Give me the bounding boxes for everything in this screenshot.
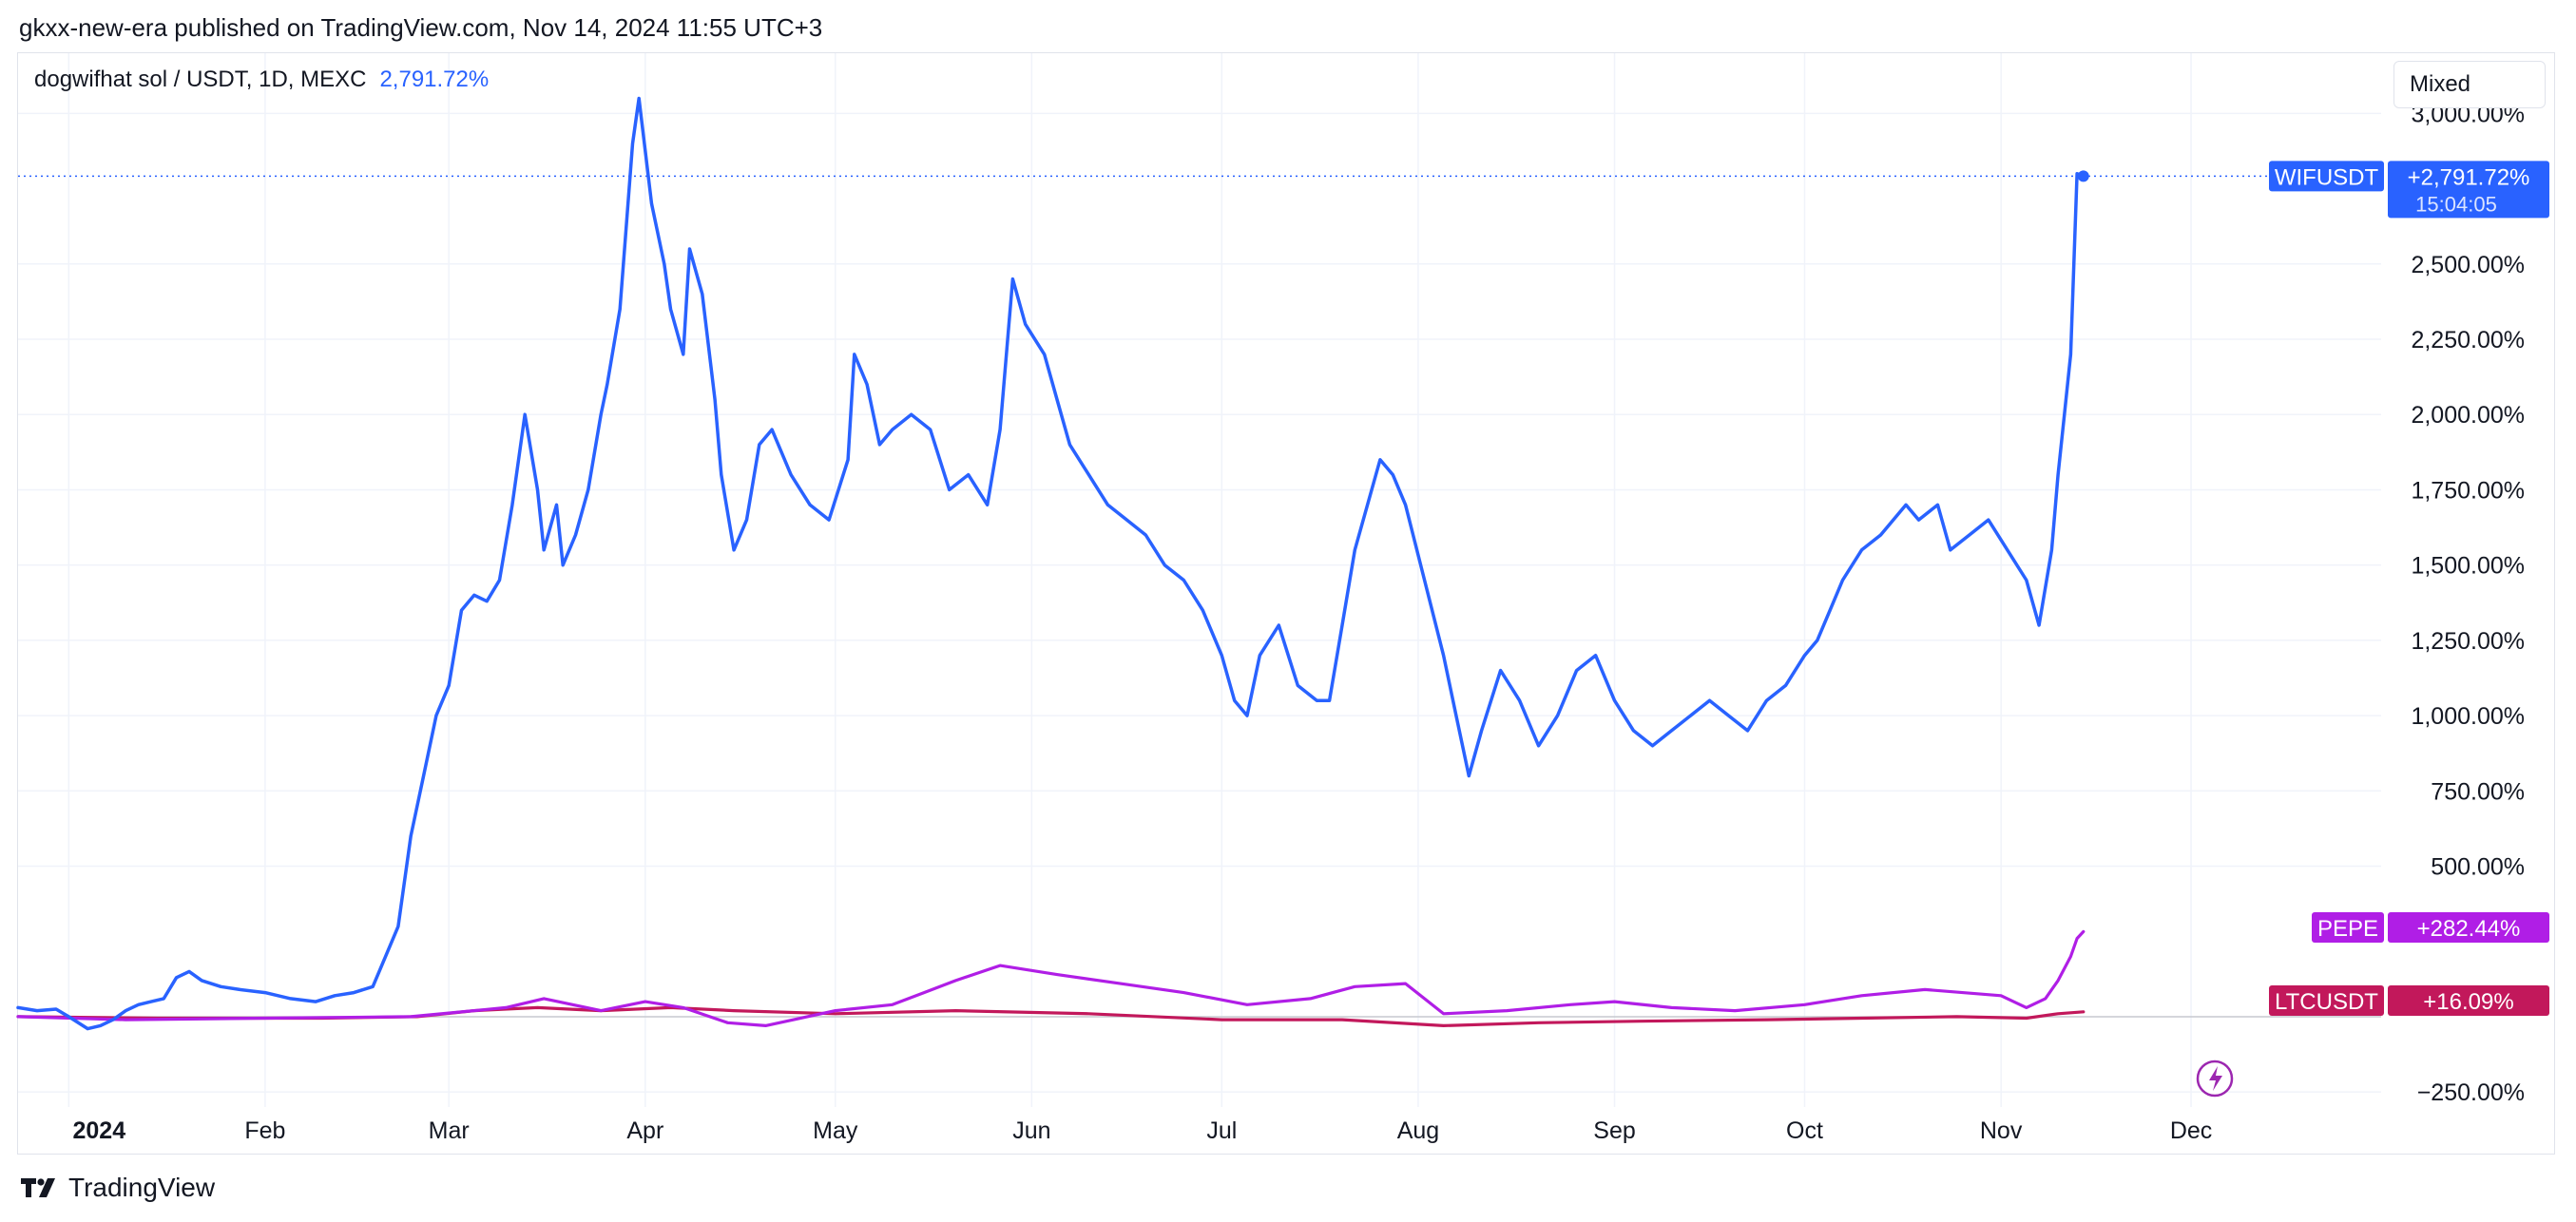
series-name-text: PEPE	[2317, 916, 2378, 942]
x-tick-label: 2024	[73, 1117, 126, 1144]
y-tick-label: 2,000.00%	[2411, 402, 2525, 429]
chart-frame	[17, 52, 2555, 1155]
series-name-tag	[2269, 985, 2384, 1016]
series-countdown-text: 15:04:05	[2415, 192, 2497, 216]
x-tick-label: Jun	[1012, 1117, 1050, 1144]
symbol-legend: dogwifhat sol / USDT, 1D, MEXC 2,791.72%	[34, 67, 489, 93]
lightning-icon[interactable]	[2196, 1060, 2234, 1098]
grid-lines	[18, 53, 2381, 1107]
y-tick-label: 1,500.00%	[2411, 553, 2525, 580]
series-name-text: LTCUSDT	[2275, 989, 2378, 1015]
series-label-pepe: PEPE +282.44%	[2312, 912, 2549, 943]
x-tick-label: Sep	[1593, 1117, 1635, 1144]
publish-header: gkxx-new-era published on TradingView.co…	[19, 13, 823, 42]
series-value-tag	[2388, 161, 2549, 219]
x-tick-label: Dec	[2170, 1117, 2212, 1144]
series-line-wifusdt	[16, 96, 2086, 1031]
footer-brand: TradingView	[68, 1173, 216, 1202]
lightning-icon-bolt	[2209, 1066, 2222, 1091]
series-label-ltcusdt: LTCUSDT +16.09%	[2269, 985, 2549, 1016]
series-label-wifusdt: WIFUSDT +2,791.72%15:04:05	[2269, 161, 2549, 219]
series-value-text: +282.44%	[2417, 916, 2521, 942]
x-tick-label: Aug	[1397, 1117, 1439, 1144]
y-tick-label: 1,750.00%	[2411, 477, 2525, 504]
x-tick-label: May	[813, 1117, 858, 1144]
y-tick-label: −250.00%	[2417, 1079, 2525, 1106]
x-tick-label: Oct	[1786, 1117, 1823, 1144]
last-price-dot	[2077, 170, 2089, 182]
y-tick-label: 2,500.00%	[2411, 252, 2525, 278]
scale-mode-button[interactable]: Mixed	[2393, 61, 2546, 108]
y-tick-label: 1,250.00%	[2411, 628, 2525, 655]
series-line-pepe	[16, 929, 2086, 1028]
x-tick-label: Jul	[1206, 1117, 1237, 1144]
legend-symbol: dogwifhat sol / USDT, 1D, MEXC	[34, 67, 367, 92]
y-tick-label: 750.00%	[2431, 778, 2525, 805]
series-name-tag	[2269, 161, 2384, 192]
series-value-tag	[2388, 985, 2549, 1016]
series-value-tag	[2388, 912, 2549, 943]
x-tick-label: Feb	[244, 1117, 285, 1144]
legend-value: 2,791.72%	[379, 67, 490, 92]
y-tick-label: 1,000.00%	[2411, 703, 2525, 730]
series-name-text: WIFUSDT	[2275, 164, 2379, 190]
y-tick-label: 500.00%	[2431, 854, 2525, 881]
x-tick-label: Mar	[429, 1117, 470, 1144]
x-tick-label: Nov	[1980, 1117, 2023, 1144]
x-tick-label: Apr	[626, 1117, 663, 1144]
tradingview-logo-icon	[21, 1178, 55, 1197]
series-value-text: +2,791.72%	[2408, 164, 2530, 190]
series-name-tag	[2312, 912, 2384, 943]
series-value-text: +16.09%	[2423, 989, 2513, 1015]
y-tick-label: 2,250.00%	[2411, 327, 2525, 353]
footer: TradingView	[19, 1173, 215, 1203]
